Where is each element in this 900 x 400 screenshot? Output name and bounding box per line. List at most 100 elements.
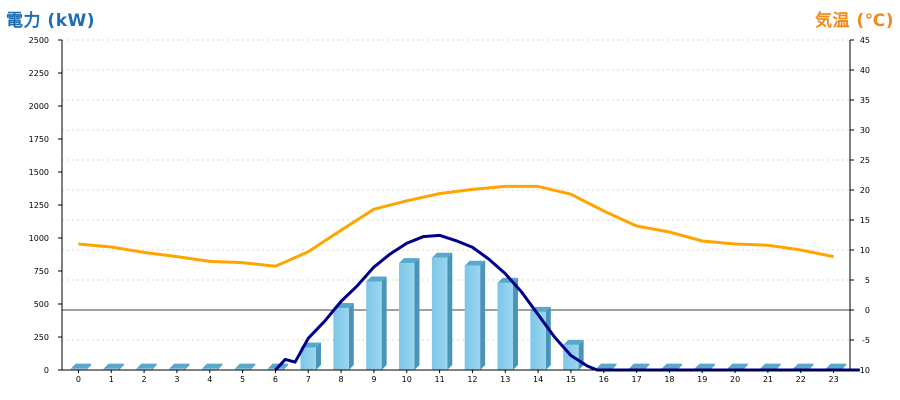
right-tick-label: 45	[860, 36, 870, 45]
bar	[464, 260, 486, 370]
right-tick-label: -10	[857, 366, 870, 375]
bar	[399, 258, 420, 370]
bar-top	[464, 260, 486, 266]
x-tick-label: 16	[599, 375, 609, 384]
bar	[103, 363, 124, 370]
bar-top	[563, 339, 584, 345]
bar-front	[136, 368, 152, 370]
bar-side	[841, 363, 847, 370]
left-tick-label: 1500	[29, 168, 49, 177]
bar-side	[217, 363, 223, 370]
bar-front	[366, 281, 382, 370]
bar	[169, 363, 190, 370]
bar-side	[250, 363, 256, 370]
bar-top	[596, 363, 617, 369]
left-tick-label: 1000	[29, 234, 49, 243]
right-tick-label: -5	[862, 336, 870, 345]
bar-side	[151, 363, 157, 370]
bar-side	[315, 342, 321, 370]
bar-top	[70, 363, 92, 369]
bar-front	[333, 307, 349, 370]
bar-top	[694, 363, 715, 369]
bar-front	[202, 368, 218, 370]
x-tick-label: 1	[109, 375, 114, 384]
bar-side	[545, 306, 551, 370]
x-tick-label: 11	[434, 375, 444, 384]
right-tick-label: 25	[860, 156, 870, 165]
x-tick-label: 12	[467, 375, 477, 384]
x-tick-label: 5	[240, 375, 245, 384]
line-series	[78, 184, 860, 372]
bar-top	[103, 363, 124, 369]
axes: 02505007501000125015001750200022502500-1…	[29, 36, 870, 384]
bar-front	[464, 265, 481, 370]
bar	[333, 302, 354, 370]
x-tick-label: 22	[796, 375, 806, 384]
bar	[431, 252, 453, 370]
bar	[563, 339, 584, 370]
bar-top	[169, 363, 190, 369]
bar-front	[234, 368, 251, 370]
bar-front	[530, 311, 546, 370]
x-tick-label: 6	[273, 375, 278, 384]
bar-series	[70, 252, 847, 370]
left-axis-title: 電力 (kW)	[6, 11, 96, 31]
bar-side	[381, 276, 387, 370]
bar-top	[793, 363, 814, 369]
bar-side	[709, 363, 715, 370]
right-tick-label: 10	[860, 246, 870, 255]
x-tick-label: 0	[76, 375, 81, 384]
bar-side	[808, 363, 814, 370]
right-tick-label: 15	[860, 216, 870, 225]
x-tick-label: 19	[697, 375, 707, 384]
left-tick-label: 1750	[29, 135, 49, 144]
x-tick-label: 21	[763, 375, 773, 384]
left-tick-label: 1250	[29, 201, 49, 210]
x-tick-label: 20	[730, 375, 740, 384]
bar	[300, 342, 321, 370]
grid-lines	[62, 39, 850, 341]
x-tick-label: 9	[371, 375, 376, 384]
bar-side	[742, 363, 748, 370]
bar-front	[399, 263, 415, 370]
bar-front	[103, 368, 119, 370]
bar-top	[628, 363, 650, 369]
x-tick-label: 15	[566, 375, 576, 384]
right-tick-label: 35	[860, 96, 870, 105]
bar-side	[283, 363, 289, 370]
right-tick-label: 40	[860, 66, 870, 75]
bar-side	[775, 363, 781, 370]
bar-top	[234, 363, 256, 369]
x-tick-label: 3	[174, 375, 179, 384]
bar-top	[431, 252, 453, 258]
bar-side	[578, 339, 584, 370]
bar	[366, 276, 387, 370]
bar-front	[497, 282, 513, 370]
bar	[136, 363, 157, 370]
right-tick-label: 5	[865, 276, 870, 285]
bar-top	[825, 363, 847, 369]
bar-front	[169, 368, 185, 370]
bar-side	[118, 363, 124, 370]
left-tick-label: 250	[34, 333, 49, 342]
bar-top	[760, 363, 781, 369]
bar-side	[644, 363, 650, 370]
bar-side	[611, 363, 617, 370]
x-tick-label: 7	[306, 375, 311, 384]
bar	[70, 363, 92, 370]
bar-side	[184, 363, 190, 370]
x-tick-label: 4	[207, 375, 212, 384]
x-tick-label: 18	[664, 375, 674, 384]
bar-top	[661, 363, 683, 369]
x-tick-label: 10	[402, 375, 412, 384]
bar	[497, 277, 518, 370]
left-tick-label: 2500	[29, 36, 49, 45]
bar-top	[366, 276, 387, 282]
power-curve-line	[274, 233, 860, 372]
left-tick-label: 750	[34, 267, 49, 276]
bar-top	[136, 363, 157, 369]
x-tick-label: 14	[533, 375, 543, 384]
left-tick-label: 2000	[29, 102, 49, 111]
right-tick-label: 20	[860, 186, 870, 195]
